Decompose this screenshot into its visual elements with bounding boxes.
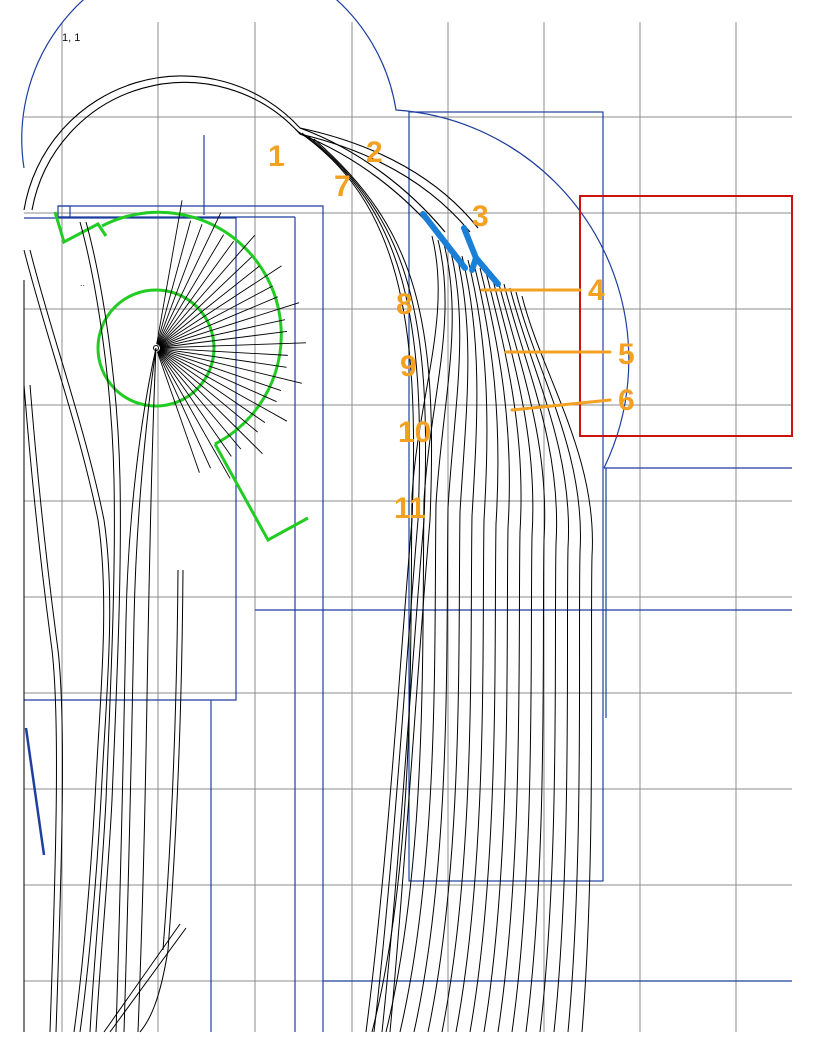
radial-track [159, 351, 258, 433]
annotation-8: 8 [396, 288, 413, 321]
marker-dots: .. [80, 278, 85, 288]
yard-track [470, 264, 498, 1032]
yard-track [504, 284, 557, 1032]
track-lines [24, 76, 478, 236]
radial-track [159, 350, 286, 421]
annotation-3: 3 [472, 200, 489, 233]
yard-ladder-tracks [296, 130, 592, 1032]
radial-track [160, 331, 287, 347]
radial-track [158, 351, 230, 478]
annotation-10: 10 [398, 416, 431, 449]
radial-track [157, 221, 191, 345]
annotation-11: 11 [394, 492, 426, 525]
turntable-radial-tracks [157, 200, 306, 478]
annotation-leaders [482, 290, 610, 410]
radial-track [159, 266, 259, 346]
annotation-2: 2 [366, 136, 383, 169]
radial-track [160, 343, 306, 348]
annotation-6: 6 [618, 384, 635, 417]
yard-track [498, 280, 545, 1032]
annotation-5: 5 [618, 338, 635, 371]
radial-track [157, 224, 202, 344]
annotation-7: 7 [334, 170, 351, 203]
yard-track [492, 276, 533, 1032]
annotation-1: 1 [268, 140, 285, 173]
annotation-4: 4 [588, 274, 605, 307]
radial-track [158, 235, 224, 345]
sweep-track [314, 139, 432, 1032]
structure-outline [580, 196, 792, 436]
grid [24, 22, 792, 1032]
sweep-track [302, 133, 420, 1032]
sheet-coordinate: 1, 1 [62, 32, 80, 44]
annotation-9: 9 [400, 350, 417, 383]
